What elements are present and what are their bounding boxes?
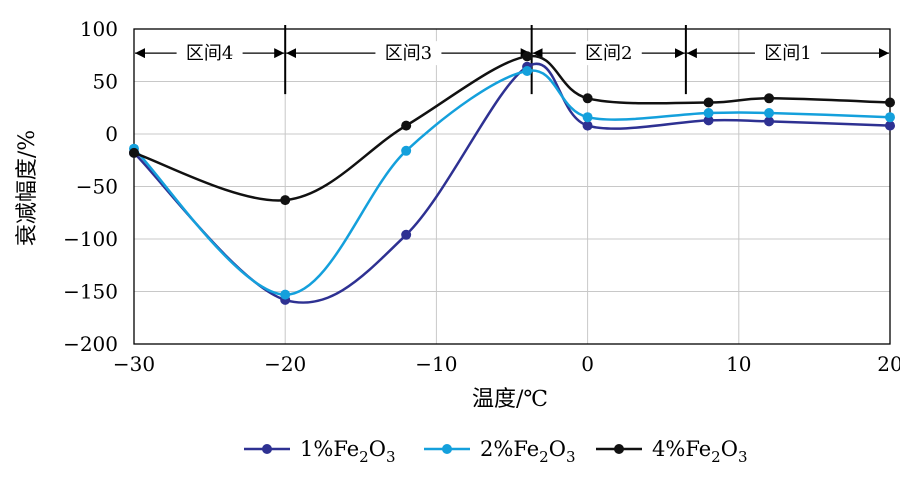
legend-item-3: 4%Fe2O3 [596, 437, 747, 466]
x-tick-label: −20 [264, 352, 306, 376]
series-2 [129, 66, 895, 300]
series-3 [129, 51, 895, 206]
legend-label-part: 3 [386, 448, 396, 466]
legend: 1%Fe2O3 2%Fe2O3 4%Fe2O3 [244, 437, 747, 466]
legend-swatch-marker [442, 444, 452, 454]
x-tick-label: 20 [877, 352, 900, 376]
series-line [133, 54, 891, 202]
data-point [401, 145, 412, 156]
zone-annotations: 区间4 区间3 区间2 区间1 [135, 25, 889, 95]
zone-1: 区间4 [135, 41, 285, 66]
grid [133, 28, 891, 345]
legend-label-part: 2%Fe [480, 437, 539, 461]
data-point [703, 115, 714, 126]
data-point [703, 108, 714, 118]
x-axis-title: 温度/℃ [472, 387, 548, 412]
series-lines [129, 51, 895, 305]
x-tick-label: −10 [415, 352, 457, 376]
legend-swatch-marker [614, 444, 624, 454]
y-axis-title: 衰减幅度/% [15, 130, 40, 246]
zone-label-bg [377, 41, 440, 66]
series-line [133, 69, 891, 296]
data-point [401, 120, 412, 131]
plot-frame [133, 28, 891, 345]
data-point [885, 112, 895, 123]
data-point [885, 120, 895, 131]
legend-item-2: 2%Fe2O3 [424, 437, 575, 466]
data-point [764, 93, 775, 104]
x-tick-label: 10 [726, 352, 751, 376]
data-point [582, 112, 593, 123]
y-tick-label: −50 [76, 175, 118, 199]
y-tick-label: 50 [93, 70, 118, 94]
legend-item-1: 1%Fe2O3 [244, 437, 395, 466]
y-tick-label: −200 [63, 332, 118, 356]
zone-label: 区间3 [385, 43, 432, 64]
data-point [764, 116, 775, 127]
zone-label-bg [178, 41, 241, 66]
legend-label-part: 2 [539, 448, 549, 466]
zone-4: 区间1 [686, 41, 889, 66]
y-tick-label: −150 [63, 280, 118, 304]
zone-label-bg [577, 41, 640, 66]
y-tick-label: −100 [63, 227, 118, 251]
legend-label: 2%Fe2O3 [480, 437, 575, 466]
legend-label: 1%Fe2O3 [300, 437, 395, 466]
zone-label: 区间4 [186, 43, 233, 64]
data-point [582, 93, 593, 104]
data-point [885, 97, 895, 108]
data-point [280, 195, 291, 206]
zone-label: 区间2 [585, 43, 632, 64]
data-point [522, 51, 533, 62]
legend-label: 4%Fe2O3 [652, 437, 747, 466]
legend-label-part: 3 [738, 448, 748, 466]
legend-label-part: 3 [566, 448, 576, 466]
legend-label-part: O [549, 437, 566, 461]
data-point [280, 289, 291, 300]
legend-label-part: 2 [359, 448, 369, 466]
legend-label-part: 2 [711, 448, 721, 466]
zone-3: 区间2 [532, 41, 685, 66]
zone-2: 区间3 [286, 41, 531, 66]
zone-label: 区间1 [764, 43, 811, 64]
y-tick-label: 0 [105, 122, 118, 146]
data-point [129, 147, 139, 158]
x-tick-label: 0 [581, 352, 594, 376]
data-point [582, 120, 593, 131]
zone-label-bg [756, 41, 819, 66]
data-point [703, 97, 714, 108]
data-point [764, 108, 775, 118]
legend-swatch-marker [262, 444, 272, 454]
legend-label-part: 4%Fe [652, 437, 711, 461]
y-tick-label: 100 [80, 17, 118, 41]
data-point [401, 229, 412, 240]
data-point [522, 66, 533, 76]
legend-label-part: O [369, 437, 386, 461]
x-tick-label: −30 [113, 352, 155, 376]
legend-label-part: O [721, 437, 738, 461]
legend-label-part: 1%Fe [300, 437, 359, 461]
